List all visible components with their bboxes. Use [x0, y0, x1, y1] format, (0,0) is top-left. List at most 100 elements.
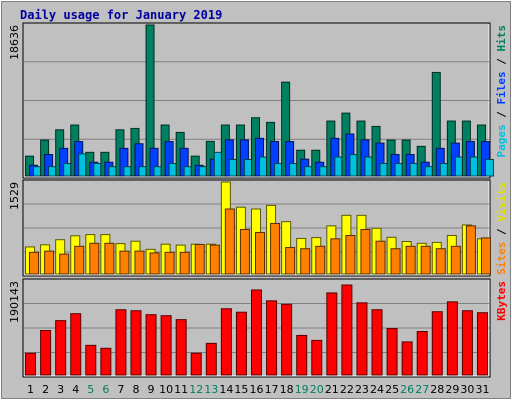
bar-kbytes-day-1	[25, 352, 37, 376]
bar-kbytes-day-29	[446, 301, 458, 376]
bar-sites-day-29	[450, 245, 461, 275]
bar-sites-day-31	[480, 237, 491, 275]
bar-kbytes-day-18	[281, 303, 293, 376]
x-tick-label-day-7: 7	[117, 383, 124, 396]
bar-sites-day-9	[149, 252, 160, 275]
x-tick-label-day-18: 18	[280, 383, 294, 396]
legend-segment: Files	[495, 71, 508, 104]
bar-kbytes-day-6	[100, 347, 112, 376]
bar-sites-day-3	[59, 253, 70, 275]
y-max-label-3: 190143	[8, 281, 21, 323]
panels-layer: 18636 Pages / Files / Hits 1529 Sites / Vis…	[8, 22, 508, 378]
x-tick-label-day-15: 15	[234, 383, 248, 396]
bar-kbytes-day-30	[461, 310, 473, 376]
x-tick-label-day-30: 30	[460, 383, 474, 396]
legend-segment: Pages	[495, 124, 508, 157]
legend-segment: Hits	[495, 25, 508, 52]
bar-sites-day-18	[285, 247, 296, 275]
x-tick-label-day-11: 11	[174, 383, 188, 396]
legend-segment: /	[495, 105, 508, 125]
bar-kbytes-day-28	[431, 311, 443, 376]
bar-sites-day-26	[405, 245, 416, 275]
bar-kbytes-day-24	[371, 309, 383, 376]
bar-kbytes-day-12	[190, 352, 202, 376]
bar-sites-day-11	[179, 251, 190, 275]
bar-kbytes-day-14	[220, 308, 232, 376]
bar-sites-day-30	[465, 225, 476, 275]
bar-sites-day-8	[134, 250, 145, 275]
x-tick-label-day-28: 28	[430, 383, 444, 396]
x-tick-label-day-9: 9	[148, 383, 155, 396]
bar-kbytes-day-31	[476, 312, 488, 376]
x-tick-label-day-16: 16	[250, 383, 264, 396]
bar-sites-day-27	[420, 245, 431, 275]
x-tick-label-day-4: 4	[72, 383, 79, 396]
x-tick-label-day-10: 10	[159, 383, 173, 396]
bar-kbytes-day-7	[115, 309, 127, 376]
chart-panel-2: 1529 Sites / Visits	[8, 179, 508, 277]
bar-sites-day-24	[375, 240, 386, 275]
chart-panel-1: 18636 Pages / Files / Hits	[8, 22, 508, 179]
x-tick-label-day-19: 19	[295, 383, 309, 396]
x-tick-label-day-14: 14	[219, 383, 233, 396]
x-tick-label-day-25: 25	[385, 383, 399, 396]
bar-kbytes-day-9	[145, 314, 157, 376]
legend-segment: /	[495, 222, 508, 242]
x-tick-label-day-21: 21	[325, 383, 339, 396]
bar-kbytes-day-25	[386, 328, 398, 376]
bar-kbytes-day-22	[341, 284, 353, 376]
legend-segment: Sites	[495, 242, 508, 275]
panel-legend-2: Sites / Visits	[495, 182, 508, 275]
x-axis-labels: 1 2 3 4 5 6 7 8 9 10 11 12 13 14 15 16 17 18 19 20 21 22 23 24 2…	[27, 383, 489, 396]
bar-kbytes-day-4	[70, 313, 82, 376]
legend-segment: KBytes	[495, 281, 508, 321]
bar-kbytes-day-17	[266, 300, 278, 376]
x-tick-label-day-3: 3	[57, 383, 64, 396]
bar-sites-day-12	[194, 244, 205, 275]
y-max-label-2: 1529	[8, 182, 21, 210]
bar-kbytes-day-3	[55, 320, 67, 376]
bar-sites-day-22	[345, 234, 356, 275]
x-tick-label-day-8: 8	[132, 383, 139, 396]
y-max-label-1: 18636	[8, 25, 21, 60]
bar-sites-day-6	[104, 242, 115, 275]
bar-sites-day-17	[270, 222, 281, 275]
bar-sites-day-20	[315, 245, 326, 275]
chart-title: Daily usage for January 2019	[20, 8, 222, 22]
bar-sites-day-23	[360, 228, 371, 275]
bar-sites-day-2	[44, 250, 55, 275]
bar-sites-day-28	[435, 248, 446, 275]
x-tick-label-day-31: 31	[475, 383, 489, 396]
x-tick-label-day-17: 17	[265, 383, 279, 396]
bar-kbytes-day-21	[326, 292, 338, 376]
x-tick-label-day-12: 12	[189, 383, 203, 396]
panel-legend-1: Pages / Files / Hits	[495, 25, 508, 158]
bar-sites-day-5	[89, 242, 100, 275]
x-tick-label-day-13: 13	[204, 383, 218, 396]
panel-legend-3: KBytes	[495, 281, 508, 321]
bar-kbytes-day-20	[311, 339, 323, 376]
bar-sites-day-13	[209, 244, 220, 275]
x-tick-label-day-2: 2	[42, 383, 49, 396]
bar-kbytes-day-11	[175, 319, 187, 376]
legend-segment: /	[495, 52, 508, 72]
chart-panel-3: 190143 KBytes	[8, 278, 508, 378]
x-tick-label-day-20: 20	[310, 383, 324, 396]
x-tick-label-day-29: 29	[445, 383, 459, 396]
bar-sites-day-15	[239, 228, 250, 275]
bar-kbytes-day-23	[356, 302, 368, 376]
bar-kbytes-day-27	[416, 330, 428, 376]
bar-kbytes-day-16	[251, 289, 262, 376]
x-tick-label-day-23: 23	[355, 383, 369, 396]
x-tick-label-day-24: 24	[370, 383, 384, 396]
bar-sites-day-10	[164, 251, 175, 275]
bar-kbytes-day-26	[401, 341, 413, 376]
bar-sites-day-16	[255, 231, 265, 275]
bar-sites-day-7	[119, 250, 130, 275]
bar-kbytes-day-2	[40, 330, 52, 376]
bar-pages-day-31	[484, 158, 494, 177]
bar-kbytes-day-8	[130, 310, 142, 376]
x-tick-label-day-5: 5	[87, 383, 94, 396]
